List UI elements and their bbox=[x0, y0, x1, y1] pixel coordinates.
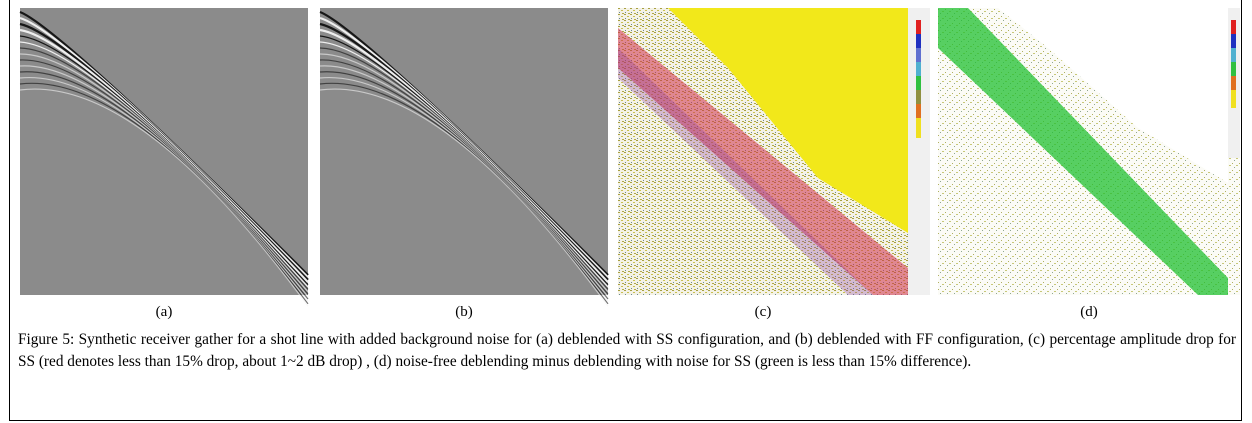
panel-label: (b) bbox=[455, 304, 473, 320]
panel-label: (c) bbox=[755, 304, 772, 320]
panel-d-image bbox=[938, 8, 1240, 295]
panel-label: (d) bbox=[1080, 304, 1098, 320]
panel-c-image bbox=[618, 8, 930, 295]
panel-b-image bbox=[320, 8, 608, 306]
figure-panels: (a) (b) (c) (d) bbox=[0, 0, 1252, 320]
figure-caption: Figure 5: Synthetic receiver gather for … bbox=[18, 329, 1236, 373]
page: (a) (b) (c) (d) Figure 5: Synthetic rece… bbox=[0, 0, 1252, 423]
panel-a-image bbox=[20, 8, 308, 306]
panel-label: (a) bbox=[156, 304, 173, 320]
